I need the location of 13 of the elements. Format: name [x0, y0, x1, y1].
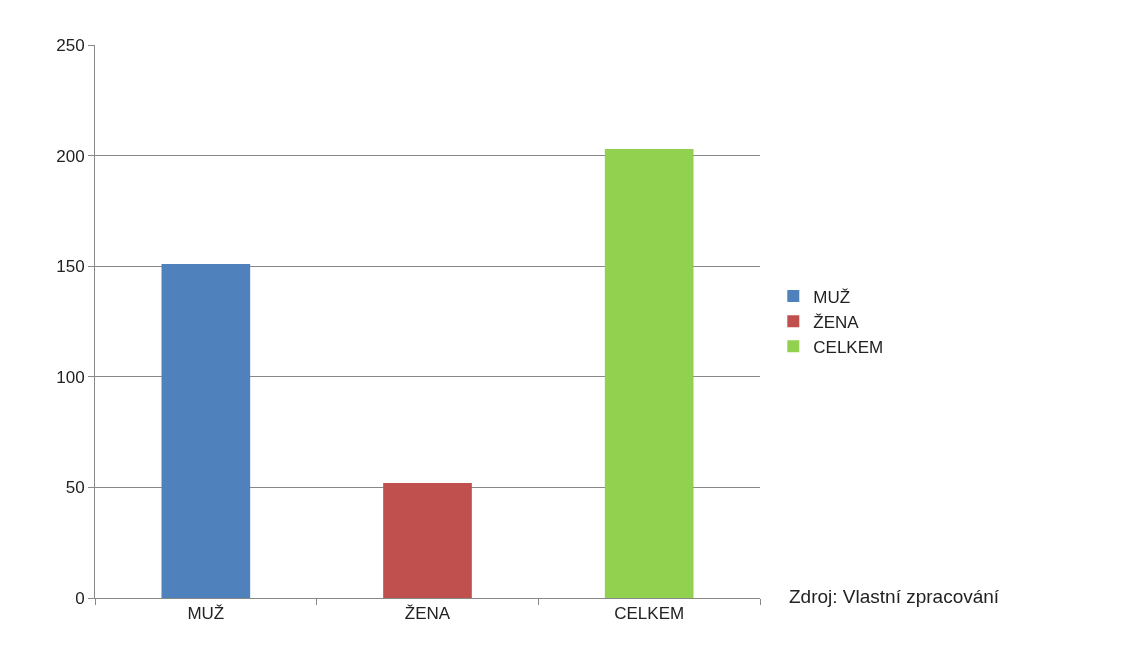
legend-label: MUŽ: [813, 287, 851, 307]
legend-label: ŽENA: [813, 312, 860, 332]
y-tick-label: 0: [75, 588, 85, 608]
x-tick-label: ŽENA: [404, 604, 451, 624]
text: Zdroj: Vlastní zpracování: [789, 586, 1000, 607]
x-tick-label: MUŽ: [187, 604, 225, 624]
y-tick-label: 250: [56, 35, 85, 55]
y-tick-label: 150: [56, 257, 85, 277]
legend-label: CELKEM: [813, 337, 884, 357]
x-tick-label: CELKEM: [614, 604, 685, 624]
y-tick-label: 200: [56, 146, 85, 166]
y-tick-label: 100: [56, 367, 85, 387]
y-tick-label: 50: [65, 478, 85, 498]
